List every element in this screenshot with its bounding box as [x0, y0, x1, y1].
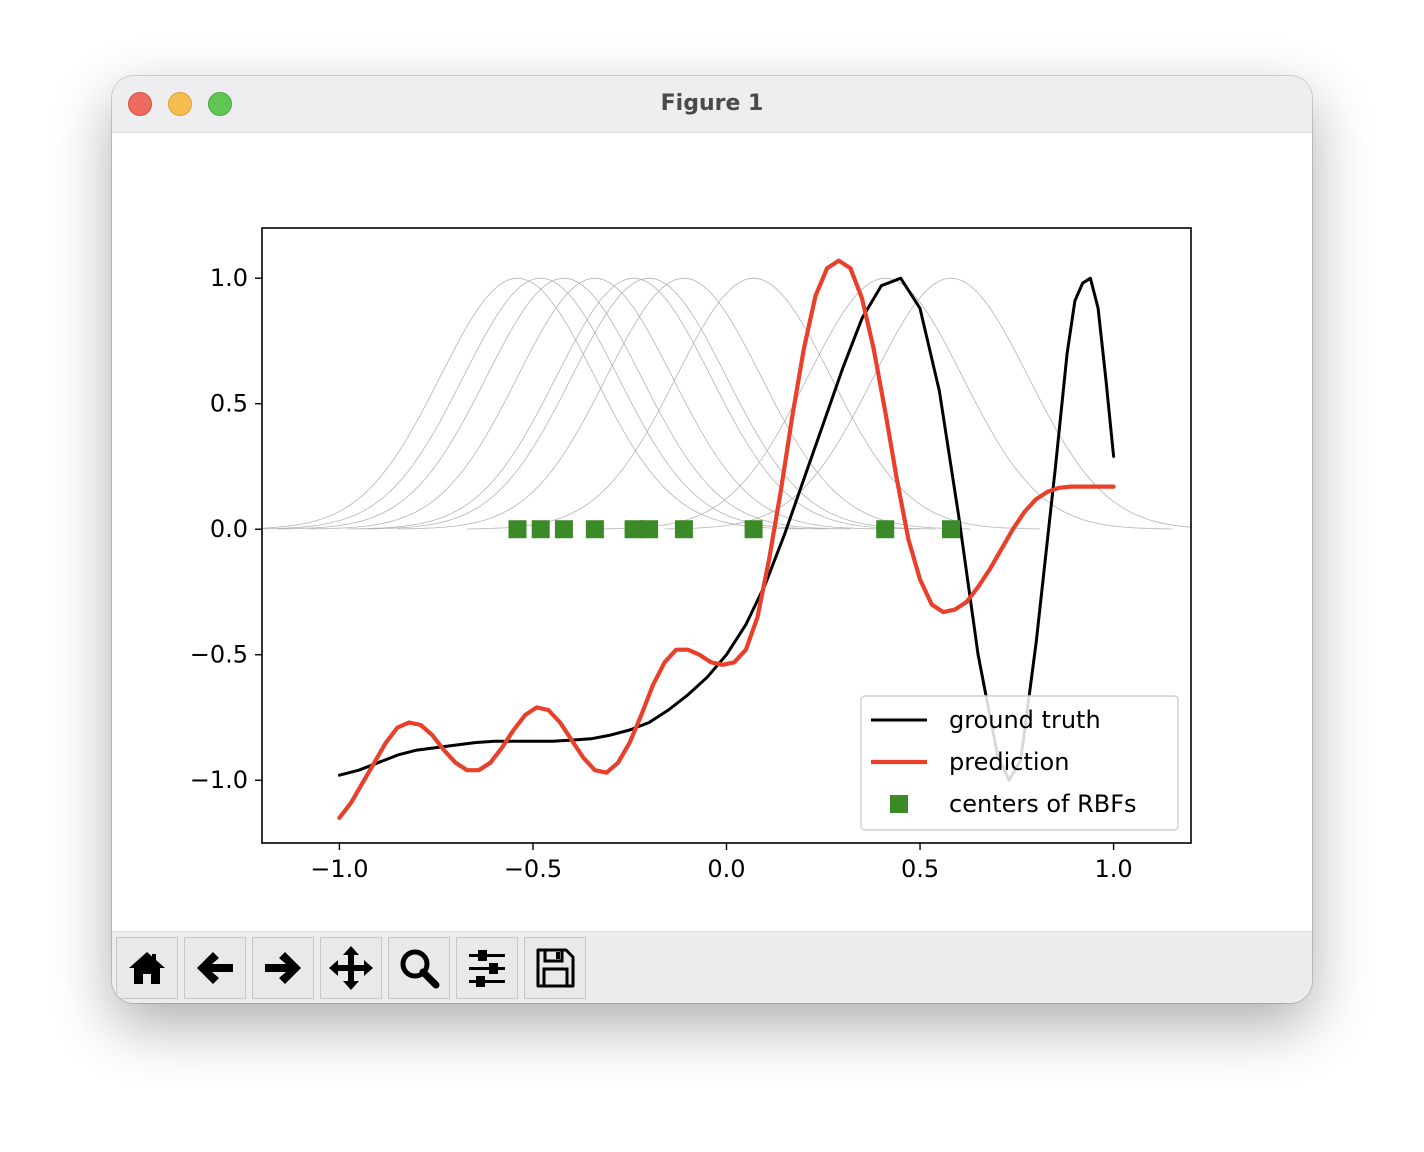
- rbf-center-marker: [674, 520, 693, 539]
- x-tick-label: −1.0: [310, 855, 368, 883]
- rbf-curve-7: [397, 277, 971, 530]
- series: [337, 258, 1116, 821]
- y-tick-label: 0.5: [210, 390, 248, 418]
- forward-button[interactable]: [252, 937, 314, 999]
- rbf-curve-8: [467, 277, 1041, 530]
- axis-ticks: −1.0 −0.5 0.0 0.5 1.0 −1.0 −0.5 0.0 0.5 1.0: [190, 264, 1133, 883]
- rbf-center-marker: [640, 520, 659, 539]
- arrow-right-icon: [265, 952, 301, 984]
- rbf-center-marker: [942, 520, 961, 539]
- rbf-curve-3: [277, 277, 851, 530]
- y-tick-label: −0.5: [190, 641, 248, 669]
- rbf-curve-6: [362, 277, 936, 530]
- y-tick-label: −1.0: [190, 766, 248, 794]
- rbf-center-marker: [585, 520, 604, 539]
- save-button[interactable]: [524, 937, 586, 999]
- rbf-curve-1: [261, 277, 804, 530]
- rbf-center-marker: [554, 520, 573, 539]
- rbf-curves: [261, 277, 1192, 530]
- rbf-center-marker: [876, 520, 895, 539]
- configure-button[interactable]: [456, 937, 518, 999]
- zoom-button-tool[interactable]: [388, 937, 450, 999]
- chart[interactable]: −1.0 −0.5 0.0 0.5 1.0 −1.0 −0.5 0.0 0.5 1.0 groun…: [112, 133, 1312, 931]
- rbf-curve-5: [347, 277, 921, 530]
- rbf-curve-2: [261, 277, 828, 530]
- y-tick-label: 0.0: [210, 515, 248, 543]
- rbf-center-marker: [531, 520, 550, 539]
- legend-box: [860, 695, 1179, 831]
- window-title: Figure 1: [660, 91, 764, 116]
- arrow-left-icon: [197, 952, 233, 984]
- home-icon: [129, 952, 165, 984]
- magnifier-icon: [400, 949, 440, 989]
- rbf-curve-4: [308, 277, 882, 530]
- pan-button[interactable]: [320, 937, 382, 999]
- rbf-curve-10: [664, 277, 1192, 530]
- sliders-icon: [469, 950, 505, 987]
- legend-label: prediction: [949, 748, 1069, 776]
- x-tick-label: −0.5: [504, 855, 562, 883]
- zoom-button[interactable]: [208, 92, 232, 116]
- figure-window: Figure 1 −1.0 −0.5 0.0 0.5 1.0 −1.0 −0.5 0.0 0.5…: [112, 76, 1312, 1003]
- rbf-center-marker: [624, 520, 643, 539]
- legend-swatch-centers: [890, 795, 908, 813]
- move-icon: [329, 946, 373, 990]
- back-button[interactable]: [184, 937, 246, 999]
- legend-label: centers of RBFs: [949, 790, 1137, 818]
- legend: ground truth prediction centers of RBFs: [860, 695, 1179, 831]
- ground-truth-line: [337, 276, 1116, 782]
- minimize-button[interactable]: [168, 92, 192, 116]
- x-tick-label: 1.0: [1094, 855, 1132, 883]
- figure-canvas[interactable]: −1.0 −0.5 0.0 0.5 1.0 −1.0 −0.5 0.0 0.5 1.0 groun…: [112, 133, 1312, 931]
- y-tick-label: 1.0: [210, 264, 248, 292]
- home-button[interactable]: [116, 937, 178, 999]
- x-tick-label: 0.5: [901, 855, 939, 883]
- rbf-center-marker: [508, 520, 527, 539]
- floppy-disk-icon: [536, 948, 575, 988]
- prediction-line: [337, 258, 1116, 821]
- legend-label: ground truth: [949, 706, 1101, 734]
- navigation-toolbar: [112, 931, 1312, 1003]
- title-bar[interactable]: Figure 1: [112, 76, 1312, 133]
- rbf-curve-9: [598, 277, 1172, 530]
- x-tick-label: 0.0: [707, 855, 745, 883]
- close-button[interactable]: [128, 92, 152, 116]
- rbf-center-marker: [744, 520, 763, 539]
